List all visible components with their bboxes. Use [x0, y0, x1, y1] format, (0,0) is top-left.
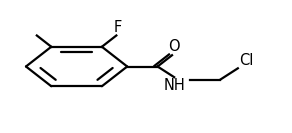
- Text: Cl: Cl: [239, 53, 254, 68]
- Text: F: F: [114, 20, 122, 35]
- Text: NH: NH: [163, 78, 185, 93]
- Text: O: O: [168, 39, 179, 54]
